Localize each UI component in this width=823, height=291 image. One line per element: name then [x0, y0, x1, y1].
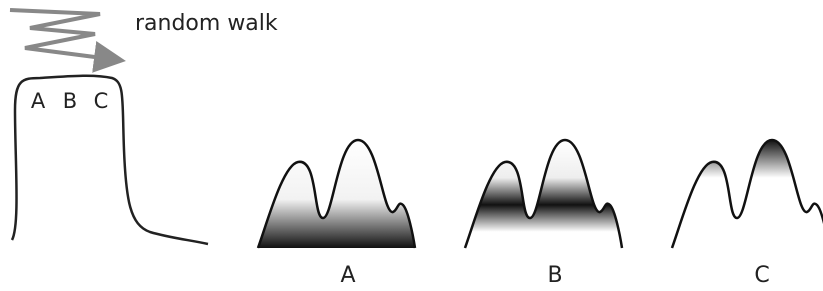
- walk-arrow: [10, 10, 118, 60]
- panel-a: [258, 140, 415, 248]
- annotation: random walk: [135, 11, 278, 36]
- inner-label: C: [94, 89, 109, 113]
- inner-label: A: [31, 89, 46, 113]
- panel-label: A: [340, 263, 355, 288]
- panel-label: C: [754, 263, 769, 288]
- panel-b: [465, 140, 622, 248]
- panel-label: B: [547, 263, 562, 288]
- panel-c: [672, 140, 823, 248]
- diagram: random walk A B C A B C: [0, 0, 823, 291]
- inner-label: B: [63, 89, 77, 113]
